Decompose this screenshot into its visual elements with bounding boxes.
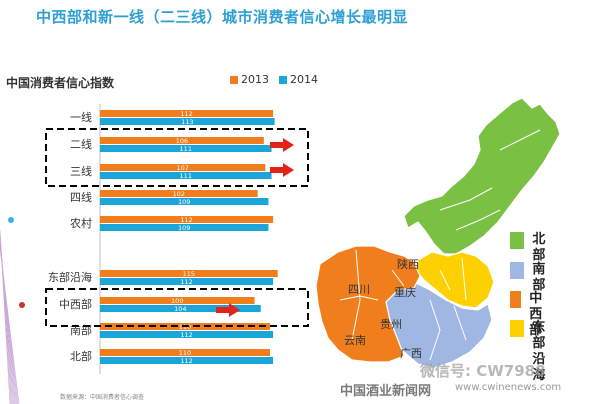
map-legend-label-south: 南部 [532, 262, 546, 293]
map-region-east-coast [415, 251, 495, 309]
bar-2013 [100, 216, 274, 223]
map-boundary [461, 257, 467, 301]
category-label: 北部 [70, 349, 92, 363]
map-boundary [455, 209, 501, 231]
bar-2013 [100, 190, 258, 197]
category-label: 农村 [70, 216, 92, 230]
map-boundary [439, 187, 493, 211]
category-label: 一线 [70, 110, 92, 124]
legend-label-2014: 2014 [290, 73, 318, 86]
map-boundary [429, 299, 441, 361]
arrow-icon-tier3 [270, 163, 294, 177]
map-province-label: 四川 [348, 283, 370, 296]
bar-value-label: 111 [180, 172, 192, 180]
map-legend-label-central-west: 中西部 [529, 291, 543, 338]
map-legend-label-north: 北部 [532, 232, 546, 263]
map-province-label: 重庆 [394, 285, 416, 299]
bar-2013 [100, 137, 264, 144]
map-legend-label-east-coast: 东部 沿海 [532, 320, 546, 383]
bar-value-label: 100 [171, 297, 183, 305]
map-province-label: 陕西 [397, 257, 419, 271]
bar-value-label: 107 [176, 164, 188, 172]
chart-title: 中国消费者信心指数 [6, 76, 115, 90]
decorative-line [0, 247, 20, 404]
bar-2014 [100, 331, 274, 338]
legend-label-2013: 2013 [241, 73, 269, 86]
data-source-note: 数据来源：中国消费者信心调查 [60, 394, 145, 401]
map-boundary [439, 269, 451, 291]
bar-2014 [100, 357, 274, 364]
map-boundary [499, 129, 541, 151]
bar-value-label: 112 [180, 216, 192, 224]
bar-2013 [100, 164, 266, 171]
bar-2014 [100, 305, 261, 312]
site-url-watermark: www.cwinenews.com [455, 382, 562, 393]
bar-2014 [100, 145, 272, 152]
category-label: 三线 [70, 164, 92, 178]
map-region-north [403, 97, 561, 255]
bar-value-label: 112 [180, 278, 192, 286]
map-legend-item-central-west: 中西部 [510, 291, 551, 339]
map-legend-swatch-south [510, 262, 525, 279]
bar-2014 [100, 224, 269, 231]
category-label: 东部沿海 [48, 270, 92, 284]
bar-2013 [100, 110, 274, 117]
map-legend-swatch-east-coast [510, 320, 525, 337]
arrow-icon-central-west [216, 303, 240, 317]
legend-swatch-2013 [230, 75, 238, 84]
highlight-box-tier2-tier3 [45, 128, 309, 187]
arrow-icon-tier2 [270, 138, 294, 152]
highlight-box-central-west [45, 288, 309, 327]
wechat-watermark: 微信号: CW7988 [420, 362, 546, 380]
bar-2013 [100, 270, 278, 277]
bar-value-label: 115 [183, 270, 195, 278]
map-province-label: 广西 [400, 347, 422, 360]
bar-value-label: 111 [180, 145, 192, 153]
bar-2014 [100, 118, 275, 125]
bar-2013 [100, 349, 270, 356]
bar-value-label: 109 [178, 224, 190, 232]
map-boundary [391, 269, 405, 287]
decorative-dot [8, 217, 14, 223]
map-boundary [351, 249, 361, 341]
bar-value-label: 112 [180, 357, 192, 365]
decorative-dot [19, 302, 25, 308]
site-name-watermark: 中国酒业新闻网 [340, 384, 432, 399]
legend-item-2014: 2014 [279, 73, 318, 86]
category-label: 中西部 [59, 297, 92, 311]
map-legend-item-north: 北部 [510, 232, 551, 264]
bar-2013 [100, 297, 255, 304]
map-legend-item-east-coast: 东部 沿海 [510, 320, 551, 384]
bar-value-label: 102 [173, 190, 185, 198]
map-province-label: 贵州 [380, 318, 402, 331]
bar-2014 [100, 198, 269, 205]
map-boundary [453, 305, 467, 341]
bar-value-label: 112 [180, 110, 192, 118]
map-province-label: 云南 [344, 334, 366, 347]
bar-value-label: 106 [176, 137, 188, 145]
chart-legend: 2013 2014 [230, 73, 324, 86]
legend-swatch-2014 [279, 75, 287, 84]
bar-value-label: 110 [179, 349, 191, 357]
bar-value-label: 109 [178, 198, 190, 206]
map-legend-item-south: 南部 [510, 262, 551, 294]
map-region-central-west [315, 245, 421, 363]
bar-value-label: 113 [181, 118, 193, 126]
map-legend-swatch-north [510, 232, 525, 249]
category-label: 二线 [70, 137, 92, 151]
decorative-lines [0, 229, 20, 404]
bar-value-label: 112 [180, 331, 192, 339]
category-label: 四线 [70, 190, 92, 204]
legend-item-2013: 2013 [230, 73, 269, 86]
page-title: 中西部和新一线（二三线）城市消费者信心增长最明显 [36, 8, 409, 26]
map-legend-swatch-central-west [510, 291, 522, 308]
bar-2014 [100, 172, 272, 179]
bar-value-label: 104 [174, 305, 186, 313]
bar-2014 [100, 278, 274, 285]
